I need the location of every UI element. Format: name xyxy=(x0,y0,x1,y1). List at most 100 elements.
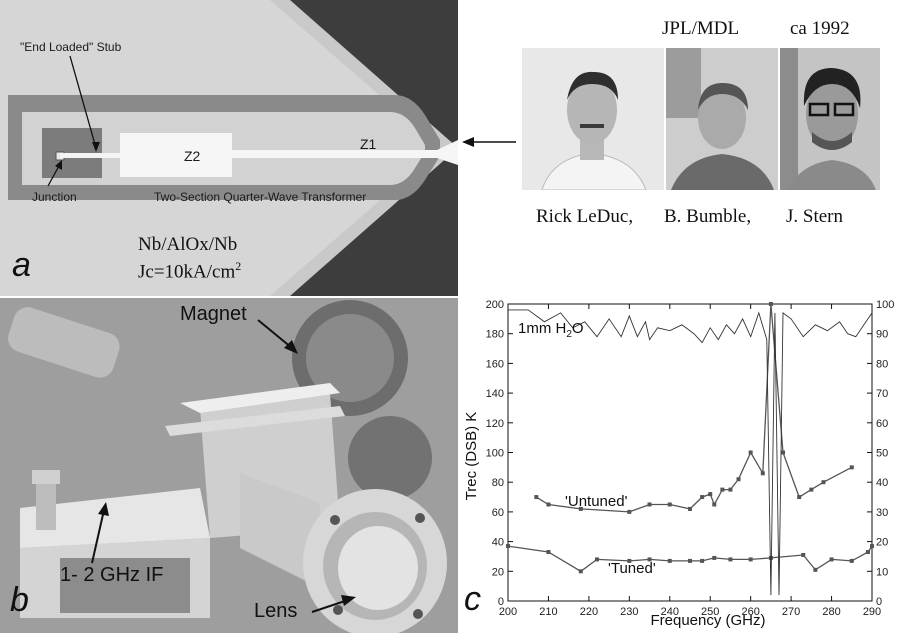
y-tick-label: 20 xyxy=(492,566,504,578)
jc-exponent: 2 xyxy=(235,259,242,273)
y2-tick-label: 70 xyxy=(876,388,888,400)
portrait-leduc xyxy=(522,48,664,190)
series-point-0 xyxy=(534,495,539,500)
plot-frame xyxy=(507,303,873,602)
series-point-1 xyxy=(667,558,672,563)
series-point-1 xyxy=(870,544,874,549)
x-tick-label: 230 xyxy=(620,606,638,618)
series-point-0 xyxy=(760,471,765,476)
name-stern: J. Stern xyxy=(786,206,843,227)
series-point-0 xyxy=(700,495,705,500)
atmosphere-label-post: O xyxy=(572,320,584,337)
receiver-noise-chart: 200 210 220 230 240 250 260 270 280 2900204060801… xyxy=(463,299,894,629)
series-point-0 xyxy=(708,492,713,497)
x-tick-label: 270 xyxy=(782,606,800,618)
x-tick-label: 250 xyxy=(701,606,719,618)
y2-tick-label: 100 xyxy=(876,299,894,311)
x-tick-label: 220 xyxy=(580,606,598,618)
series-point-1 xyxy=(829,557,834,562)
y-tick-label: 80 xyxy=(492,477,504,489)
series-line-1 xyxy=(507,545,873,573)
panel-letter-b: b xyxy=(10,581,29,619)
z1-label: Z1 xyxy=(360,136,377,152)
name-bumble: B. Bumble, xyxy=(664,206,752,227)
panel-letter-c: c xyxy=(464,580,481,618)
series-point-0 xyxy=(546,502,551,507)
junction-label: Junction xyxy=(32,190,77,204)
portrait-bumble xyxy=(666,48,778,190)
series-point-1 xyxy=(594,557,599,562)
photo-leduc xyxy=(522,48,664,190)
portrait-stern xyxy=(780,48,880,190)
series-point-1 xyxy=(849,558,854,563)
series-point-1 xyxy=(546,549,551,554)
photo-stern xyxy=(780,48,880,190)
series-point-1 xyxy=(865,549,870,554)
panel-letter-a: a xyxy=(12,246,31,284)
series-point-1 xyxy=(688,558,692,563)
series-point-0 xyxy=(849,465,854,470)
panel-b-mixer-photo: Magnet 1- 2 GHz IF Lens b xyxy=(0,298,458,633)
panel-a-micrograph: "End Loaded" Stub Z2 Z1 Junction Two-Sec… xyxy=(0,0,458,296)
y-tick-label: 100 xyxy=(486,448,504,460)
series-point-1 xyxy=(700,558,705,563)
z2-label: Z2 xyxy=(184,148,201,164)
series-point-0 xyxy=(647,502,652,507)
series-point-0 xyxy=(627,509,632,514)
series-point-1 xyxy=(506,544,510,549)
series-point-0 xyxy=(797,495,802,500)
x-tick-label: 210 xyxy=(539,606,557,618)
series-point-1 xyxy=(768,555,773,560)
y-tick-label: 40 xyxy=(492,537,504,549)
series-point-0 xyxy=(667,502,672,507)
year-label: ca 1992 xyxy=(790,18,850,39)
series-point-0 xyxy=(781,450,786,455)
series-point-1 xyxy=(647,557,652,562)
y-axis-label: Trec (DSB) K xyxy=(463,412,480,501)
group-label: JPL/MDL xyxy=(662,18,740,39)
y-tick-label: 200 xyxy=(486,299,504,311)
y-tick-label: 0 xyxy=(498,596,504,608)
y-tick-label: 180 xyxy=(486,329,504,341)
y2-tick-label: 0 xyxy=(876,596,882,608)
x-tick-label: 280 xyxy=(822,606,840,618)
series-point-1 xyxy=(627,558,632,563)
mixer-block-illustration xyxy=(0,298,458,633)
jc-label: Jc=10kA/cm2 xyxy=(138,259,241,283)
x-tick-label: 260 xyxy=(741,606,759,618)
y2-tick-label: 30 xyxy=(876,507,888,519)
series-point-0 xyxy=(768,302,773,306)
series-point-0 xyxy=(688,506,692,511)
series-point-1 xyxy=(801,552,806,557)
series-point-0 xyxy=(748,450,753,455)
series-point-0 xyxy=(712,502,717,507)
x-tick-label: 290 xyxy=(863,606,881,618)
series-point-1 xyxy=(813,567,818,572)
series-point-0 xyxy=(578,506,583,511)
jc-value: Jc=10kA/cm xyxy=(138,261,236,283)
x-tick-label: 200 xyxy=(499,606,517,618)
y2-tick-label: 10 xyxy=(876,566,888,578)
series-point-1 xyxy=(748,557,753,562)
series-point-0 xyxy=(728,487,733,492)
y-tick-label: 140 xyxy=(486,388,504,400)
y-tick-label: 160 xyxy=(486,358,504,370)
y2-tick-label: 20 xyxy=(876,537,888,549)
junction-micrograph xyxy=(0,0,458,296)
tuned-series-label: 'Tuned' xyxy=(608,560,656,577)
series-point-0 xyxy=(821,480,826,485)
series-point-0 xyxy=(809,487,814,492)
material-label: Nb/AlOx/Nb xyxy=(138,234,238,255)
series-point-1 xyxy=(728,557,733,562)
y2-tick-label: 60 xyxy=(876,418,888,430)
atmosphere-label-sub: 2 xyxy=(566,329,572,340)
x-axis-label: Frequency (GHz) xyxy=(650,612,765,629)
y-tick-label: 120 xyxy=(486,418,504,430)
series-point-0 xyxy=(736,477,741,482)
y2-tick-label: 40 xyxy=(876,477,888,489)
y2-tick-label: 80 xyxy=(876,358,888,370)
name-leduc: Rick LeDuc, xyxy=(536,206,634,227)
series-point-1 xyxy=(578,569,583,574)
magnet-label: Magnet xyxy=(180,303,247,325)
series-point-0 xyxy=(720,487,725,492)
